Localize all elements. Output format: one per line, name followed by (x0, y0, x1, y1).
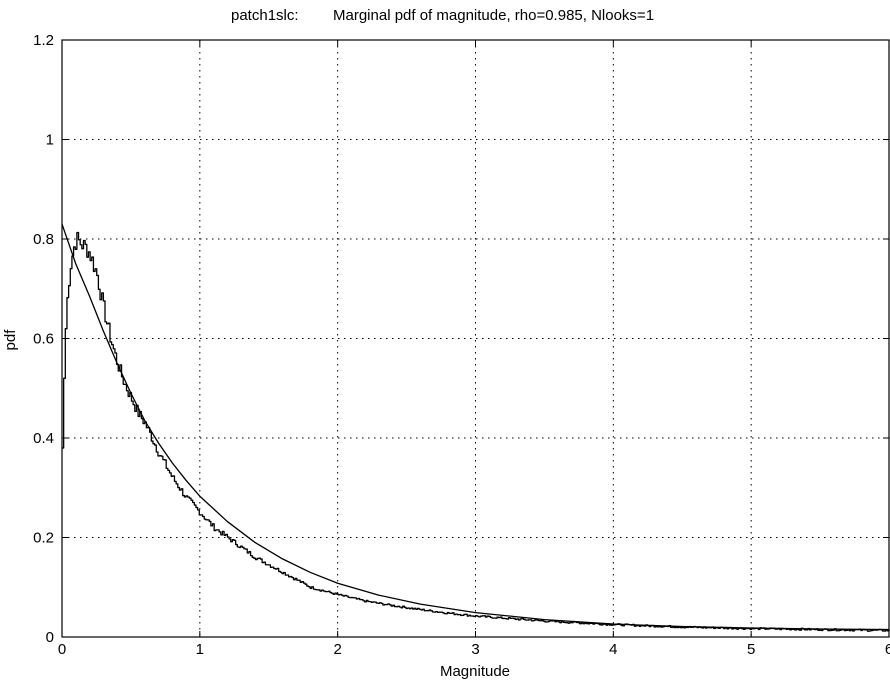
x-tick-label: 5 (747, 641, 755, 658)
x-tick-label: 1 (196, 641, 204, 658)
tick-marks (61, 39, 890, 638)
chart-title: Marginal pdf of magnitude, rho=0.985, Nl… (333, 7, 654, 24)
y-tick-label: 0.8 (33, 231, 54, 248)
x-tick-label: 4 (609, 641, 617, 658)
y-tick-label: 0 (46, 629, 54, 646)
x-axis-label: Magnitude (440, 663, 510, 680)
y-tick-labels: 0 0.2 0.4 0.6 0.8 1 1.2 (33, 32, 54, 646)
x-tick-labels: 0 1 2 3 4 5 6 (58, 641, 890, 658)
x-tick-label: 0 (58, 641, 66, 658)
series-layer (61, 223, 890, 632)
theoretical-pdf-line (61, 223, 890, 631)
histogram-series-line (62, 231, 890, 632)
y-tick-label: 1.2 (33, 32, 54, 49)
x-tick-label: 6 (885, 641, 890, 658)
y-axis-label: pdf (2, 329, 19, 351)
y-tick-label: 0.6 (33, 331, 54, 348)
y-tick-label: 0.2 (33, 530, 54, 547)
chart-title-prefix: patch1slc: (231, 7, 299, 24)
grid (62, 40, 889, 637)
y-tick-label: 0.4 (33, 430, 54, 447)
x-tick-label: 2 (333, 641, 341, 658)
y-tick-label: 1 (46, 132, 54, 149)
x-tick-label: 3 (471, 641, 479, 658)
